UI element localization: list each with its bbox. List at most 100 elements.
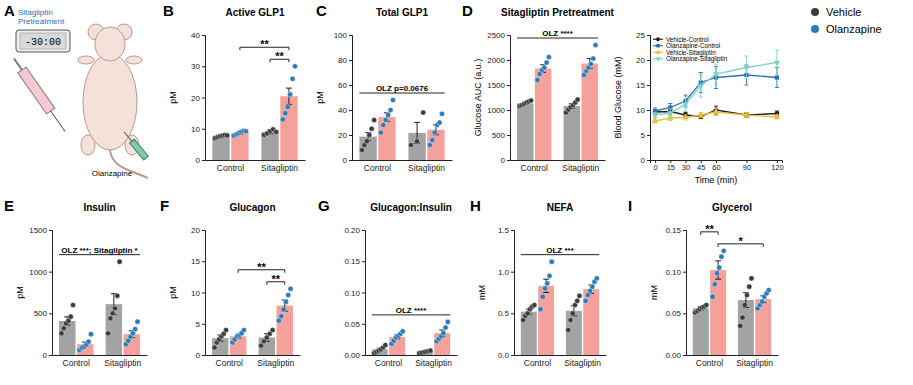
tick-mark: [507, 35, 510, 36]
syringe-needle: [51, 111, 65, 131]
error-bar: [588, 285, 594, 293]
tick: 1500: [487, 81, 510, 90]
tick: 0.20: [344, 226, 365, 235]
panel-letter: D: [462, 2, 473, 19]
tick-label: 0: [641, 156, 646, 165]
timer: [16, 30, 70, 52]
marker: [743, 66, 749, 72]
data-point: [390, 97, 395, 102]
axis-line: [53, 355, 148, 356]
figure: 010203040ControlSitagliptinBActive GLP1p…: [0, 0, 913, 385]
tick: 20: [338, 131, 352, 140]
data-point: [133, 327, 138, 332]
tick-label: 60: [712, 163, 720, 172]
tick: 1.0: [498, 268, 514, 277]
tick: 0: [653, 160, 657, 172]
tick-label: 0: [43, 351, 48, 360]
data-point: [292, 64, 297, 69]
data-point: [108, 316, 113, 321]
data-point: [223, 327, 228, 332]
tick: 90: [743, 160, 751, 172]
tick: 0: [196, 156, 205, 165]
tick-label: 1000: [29, 268, 47, 277]
bar: [434, 333, 450, 355]
panel-letter: F: [160, 197, 169, 214]
figure-legend: VehicleOlanzapine: [811, 6, 882, 35]
axis: ControlSitagliptin: [353, 160, 453, 173]
tick-label: 90: [743, 163, 751, 172]
tick-label: 20: [191, 94, 200, 103]
tick: 100: [334, 31, 352, 40]
tick-label: Control: [696, 358, 724, 368]
marker: [698, 84, 704, 90]
tick-mark: [349, 60, 352, 61]
data-point: [378, 130, 383, 135]
tick: Control: [375, 355, 403, 368]
axis: ControlSitagliptin: [511, 160, 606, 173]
y-axis-title: pM: [315, 91, 325, 104]
tick-mark: [202, 98, 205, 99]
significance-label: **: [272, 273, 281, 285]
tick: 0: [43, 351, 52, 360]
marker: [713, 108, 719, 114]
tick-label: 25: [636, 31, 645, 40]
tick-label: 0: [196, 351, 201, 360]
data-point: [367, 132, 372, 137]
axis-line: [683, 231, 687, 356]
error-bar: [282, 300, 288, 311]
mouse-body: [83, 54, 137, 150]
bar: [378, 117, 395, 160]
panel-letter: H: [470, 197, 481, 214]
bar: [261, 132, 278, 160]
data-point: [381, 122, 386, 127]
data-point: [540, 294, 545, 299]
data-point: [744, 292, 749, 297]
tick: 10: [191, 289, 205, 298]
tick: 5: [641, 131, 650, 140]
tick-mark: [202, 35, 205, 36]
tick-mark: [202, 230, 205, 231]
data-point: [212, 345, 217, 350]
axis-line: [202, 231, 206, 356]
tick-label: 45: [697, 163, 705, 172]
tick-label: 0.05: [344, 320, 360, 329]
tick-label: 60: [338, 81, 347, 90]
data-point: [369, 126, 374, 131]
tick: 25: [636, 31, 650, 40]
bar: [738, 300, 754, 355]
tick-label: 80: [338, 56, 347, 65]
tick: 0: [501, 156, 510, 165]
tick: 0: [641, 156, 650, 165]
panel-letter: E: [4, 197, 14, 214]
tick: 10: [636, 106, 650, 115]
tick-label: 0.20: [344, 226, 360, 235]
bar: [582, 64, 598, 161]
tick-mark: [511, 230, 514, 231]
tick-label: 30: [191, 62, 200, 71]
tick: 30: [191, 62, 205, 71]
tick-label: 0: [343, 156, 348, 165]
axis: 0.00.51.01.5: [498, 226, 515, 360]
panel-letter: C: [316, 2, 327, 19]
tick: 0.10: [665, 268, 686, 277]
syringe-barrel: [130, 139, 149, 160]
axis: ControlSitagliptin: [206, 160, 306, 173]
data-point: [86, 339, 91, 344]
tick: Control: [364, 160, 392, 173]
marker: [775, 75, 779, 79]
tick-mark: [647, 160, 650, 161]
axis-line: [511, 231, 515, 356]
tick: Control: [521, 160, 549, 173]
tick-label: Sitagliptin: [257, 358, 294, 368]
significance-label: OLZ ***: [546, 246, 574, 255]
panel-letter: G: [318, 197, 330, 214]
data-point: [721, 248, 726, 253]
axis-line: [206, 355, 301, 356]
tick-mark: [507, 160, 510, 161]
y-axis-title: Blood Glucose (mM): [613, 56, 623, 138]
tick-mark: [647, 110, 650, 111]
tick-label: 0.00: [665, 351, 681, 360]
tick: 20: [191, 94, 205, 103]
y-axis-title: pM: [15, 286, 25, 299]
data-point: [575, 97, 580, 102]
